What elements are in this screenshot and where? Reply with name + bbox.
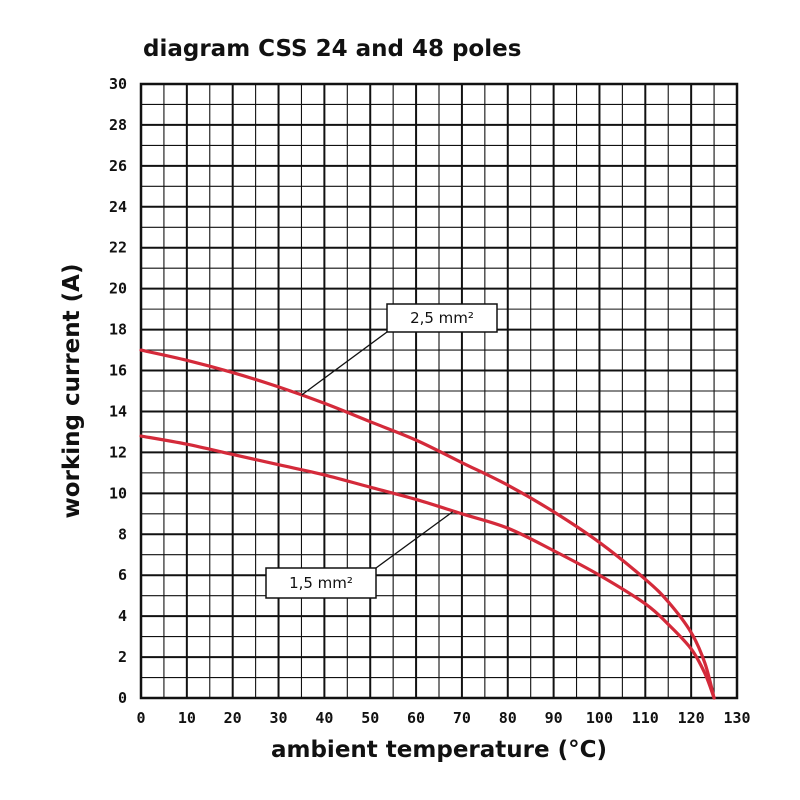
- y-axis-label: working current (A): [59, 264, 85, 519]
- chart-title: diagram CSS 24 and 48 poles: [143, 36, 521, 62]
- series-line-1: [139, 348, 716, 700]
- y-tick-label: 12: [109, 443, 127, 461]
- callouts: 2,5 mm² 1,5 mm²: [265, 303, 498, 599]
- y-tick-label: 14: [109, 402, 127, 420]
- y-tick-label: 20: [109, 280, 127, 298]
- x-tick-label: 110: [632, 709, 659, 727]
- callout-box: [265, 567, 377, 599]
- x-tick-label: 120: [678, 709, 705, 727]
- x-tick-label: 130: [723, 709, 750, 727]
- callout-leader: [301, 331, 388, 396]
- series-layer: [139, 348, 716, 700]
- y-tick-label: 30: [109, 75, 127, 93]
- x-tick-label: 20: [224, 709, 242, 727]
- x-tick-label: 80: [499, 709, 517, 727]
- x-axis-ticks: 0 10 20 30 40 50 60 70 80 90 100 110 120 130: [136, 709, 750, 727]
- x-tick-label: 100: [586, 709, 613, 727]
- y-tick-label: 4: [118, 607, 127, 625]
- y-tick-label: 18: [109, 321, 127, 339]
- x-tick-label: 70: [453, 709, 471, 727]
- y-tick-label: 6: [118, 566, 127, 584]
- callout-label: 2,5 mm²: [410, 309, 474, 327]
- x-tick-label: 10: [178, 709, 196, 727]
- y-tick-label: 28: [109, 116, 127, 134]
- y-tick-label: 8: [118, 525, 127, 543]
- y-tick-label: 0: [118, 689, 127, 707]
- callout-leader: [375, 511, 454, 569]
- y-tick-label: 2: [118, 648, 127, 666]
- x-tick-label: 50: [361, 709, 379, 727]
- y-tick-label: 24: [109, 198, 127, 216]
- plot-border: [139, 82, 739, 700]
- series-line-2: [139, 434, 716, 700]
- y-tick-label: 10: [109, 484, 127, 502]
- x-tick-label: 90: [545, 709, 563, 727]
- y-tick-label: 22: [109, 239, 127, 257]
- callout-label: 1,5 mm²: [289, 574, 353, 592]
- x-axis-label: ambient temperature (°C): [271, 737, 607, 763]
- y-tick-label: 16: [109, 362, 127, 380]
- y-tick-label: 26: [109, 157, 127, 175]
- x-tick-label: 0: [136, 709, 145, 727]
- callout-box: [386, 303, 498, 333]
- x-tick-label: 60: [407, 709, 425, 727]
- x-tick-label: 30: [270, 709, 288, 727]
- x-tick-label: 40: [315, 709, 333, 727]
